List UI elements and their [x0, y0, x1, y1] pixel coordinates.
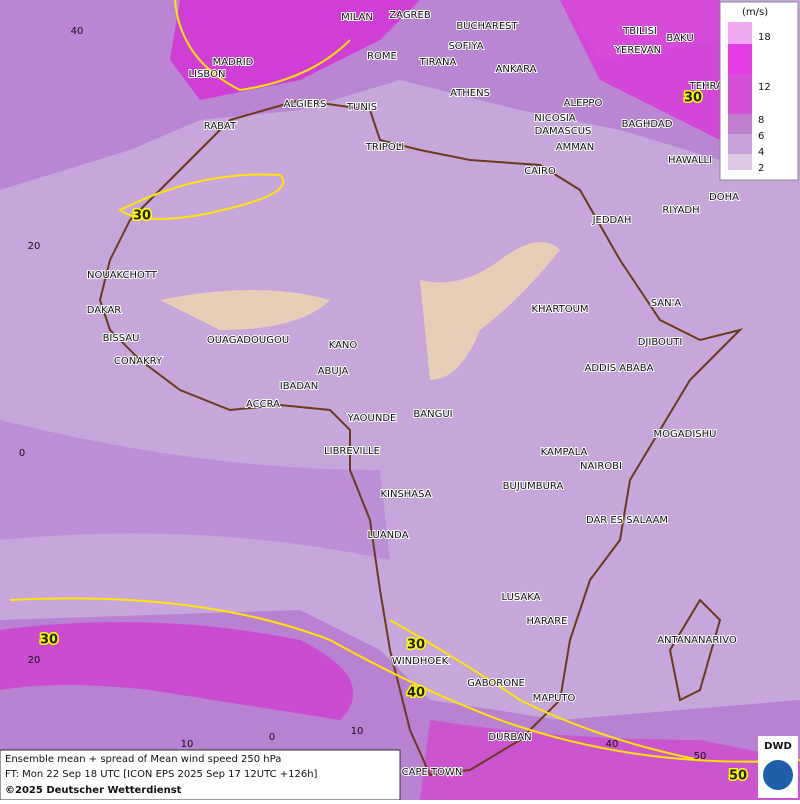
city-label: JEDDAH [592, 215, 632, 226]
city-label: KANO [329, 340, 358, 351]
city-label: ABUJA [318, 366, 349, 377]
city-label: CAIRO [524, 166, 556, 177]
graticule-label: 20 [28, 241, 41, 252]
city-label: DJIBOUTI [638, 337, 683, 348]
legend-tick: 8 [758, 115, 764, 126]
city-label: NAIROBI [580, 461, 622, 472]
city-label: KHARTOUM [531, 304, 588, 315]
city-label: KAMPALA [541, 447, 588, 458]
city-label: RIYADH [662, 205, 699, 216]
graticule-label: 0 [19, 448, 25, 459]
city-label: DAMASCUS [535, 126, 592, 137]
city-label: TIRANA [419, 57, 457, 68]
legend-unit: (m/s) [742, 7, 768, 18]
city-label: DOHA [709, 192, 739, 203]
logo: DWD [764, 741, 792, 752]
city-label: HAWALLI [668, 155, 712, 166]
graticule-label: 10 [351, 726, 364, 737]
logo-mark [763, 760, 793, 790]
city-label: NICOSIA [534, 113, 576, 124]
graticule-label: 40 [71, 26, 84, 37]
legend-tick: 12 [758, 82, 771, 93]
contours [9, 0, 800, 763]
city-label: WINDHOEK [392, 656, 449, 667]
city-label: NOUAKCHOTT [87, 270, 158, 281]
city-label: DAKAR [87, 305, 122, 316]
legend-bar [728, 22, 752, 170]
city-label: ATHENS [450, 88, 490, 99]
city-label: DURBAN [488, 732, 531, 743]
city-label: ADDIS ABABA [585, 363, 654, 374]
city-label: BUCHAREST [456, 21, 518, 32]
city-label: RABAT [204, 121, 237, 132]
city-label: IBADAN [280, 381, 319, 392]
city-label: LUANDA [367, 530, 408, 541]
graticule-label: 50 [694, 751, 707, 762]
city-label: LIBREVILLE [324, 446, 380, 457]
legend-tick: 4 [758, 147, 764, 158]
caption-line: Ensemble mean + spread of Mean wind spee… [5, 754, 281, 765]
graticule-label: 10 [181, 739, 194, 750]
caption-line: FT: Mon 22 Sep 18 UTC [ICON EPS 2025 Sep… [5, 769, 318, 780]
city-label: ACCRA [246, 399, 280, 410]
city-label: ANKARA [496, 64, 537, 75]
city-label: YEREVAN [614, 45, 661, 56]
contour-label: 40 [407, 686, 425, 701]
city-label: TBILISI [622, 26, 657, 37]
city-label: DAR ES SALAAM [586, 515, 668, 526]
city-label: LISBON [189, 69, 226, 80]
city-label: ANTANANARIVO [657, 635, 737, 646]
contour-label: 30 [407, 638, 425, 653]
city-label: ZAGREB [389, 10, 431, 21]
city-label: YAOUNDE [347, 413, 397, 424]
city-label: SAN'A [651, 298, 682, 309]
contour-label: 30 [40, 633, 58, 648]
city-label: OUAGADOUGOU [207, 335, 289, 346]
city-label: AMMAN [556, 142, 594, 153]
graticule-label: 40 [606, 739, 619, 750]
copyright: ©2025 Deutscher Wetterdienst [5, 785, 182, 796]
city-label: ROME [367, 51, 397, 62]
city-label: LUSAKA [502, 592, 541, 603]
city-label: TRIPOLI [365, 142, 404, 153]
city-label: MOGADISHU [654, 429, 717, 440]
city-label: BUJUMBURA [503, 481, 564, 492]
legend-tick: 18 [758, 32, 771, 43]
madagascar [668, 598, 722, 702]
city-label: MAPUTO [533, 693, 576, 704]
legend-tick: 2 [758, 163, 764, 174]
city-label: MADRID [213, 57, 254, 68]
legend-tick: 6 [758, 131, 764, 142]
city-label: KINSHASA [380, 489, 431, 500]
contour-label: 30 [133, 209, 151, 224]
city-label: TUNIS [346, 102, 377, 113]
coastline [98, 98, 744, 777]
city-label: BAGHDAD [622, 119, 673, 130]
contour-label: 30 [684, 91, 702, 106]
city-label: ALGIERS [284, 99, 327, 110]
city-label: GABORONE [467, 678, 525, 689]
city-label: SOFIYA [448, 41, 483, 52]
graticule-label: 20 [28, 655, 41, 666]
city-label: BANGUI [413, 409, 452, 420]
city-label: CONAKRY [114, 356, 163, 367]
city-label: ALEPPO [564, 98, 603, 109]
city-label: BISSAU [103, 333, 140, 344]
city-label: MILAN [341, 12, 373, 23]
contour-label: 50 [729, 769, 747, 784]
city-label: BAKU [666, 33, 693, 44]
graticule-label: 0 [269, 732, 275, 743]
city-label: HARARE [526, 616, 567, 627]
city-label: CAPE TOWN [402, 767, 463, 778]
